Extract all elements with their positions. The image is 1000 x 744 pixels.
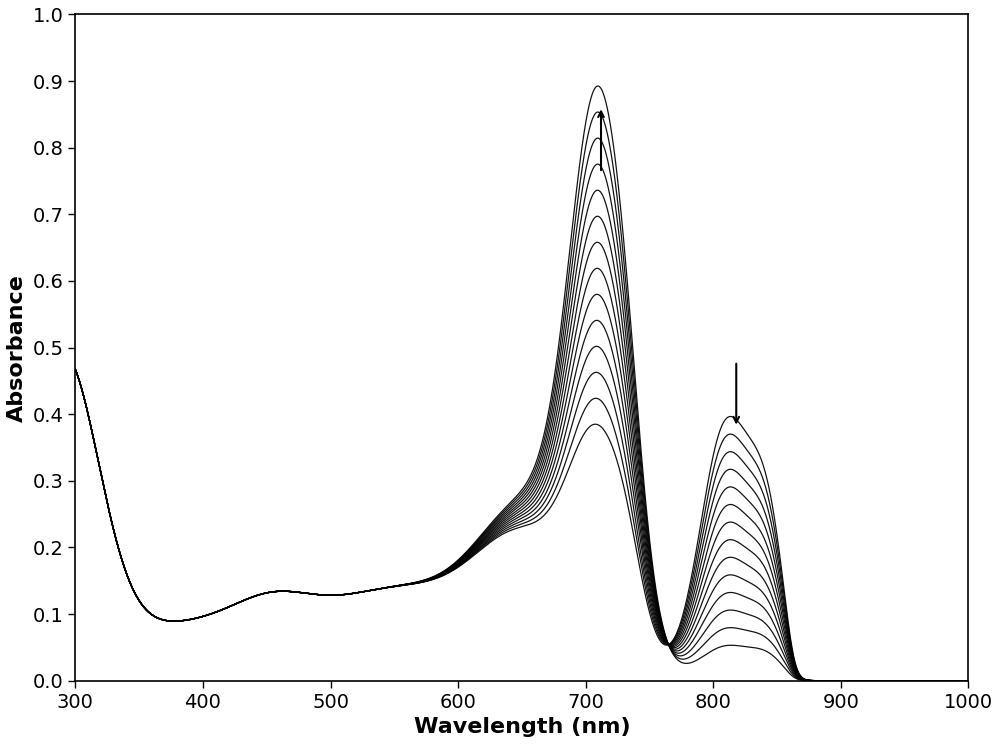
X-axis label: Wavelength (nm): Wavelength (nm) — [414, 717, 630, 737]
Y-axis label: Absorbance: Absorbance — [7, 274, 27, 422]
